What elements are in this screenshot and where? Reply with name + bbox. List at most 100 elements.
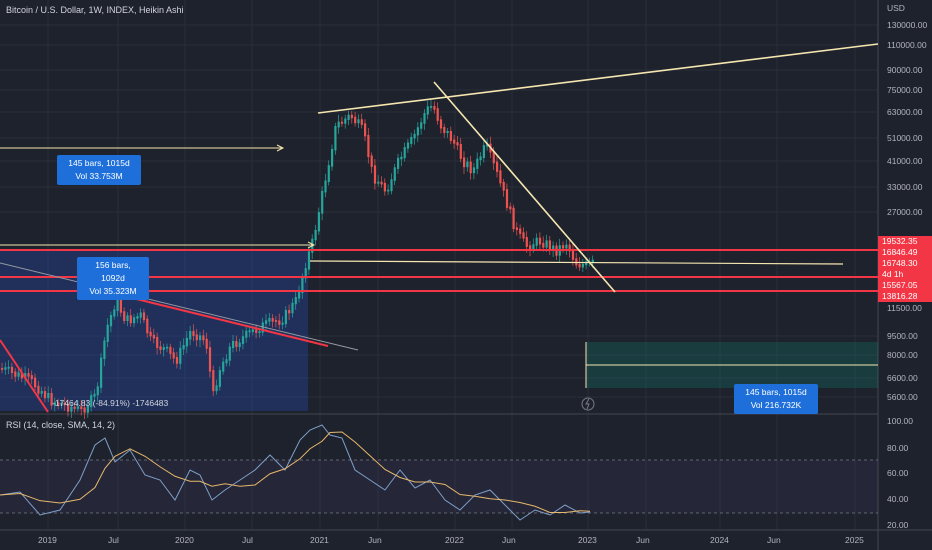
time-axis-tick: 2020 (175, 535, 194, 545)
candle-body (364, 123, 367, 137)
candle-body (47, 392, 50, 399)
candle-body (265, 320, 268, 324)
candle-body (20, 372, 23, 379)
candle-body (24, 373, 27, 379)
price-tag: 15567.05 (878, 280, 932, 291)
candle-body (334, 125, 337, 151)
cream-arrow-head-1 (276, 144, 285, 152)
rsi-band (0, 460, 878, 513)
candle-body (93, 393, 96, 397)
candle-body (360, 119, 363, 125)
candle-body (519, 228, 522, 234)
candle-body (317, 212, 320, 232)
candle-body (581, 263, 584, 268)
candle-body (423, 113, 426, 124)
candle-body (67, 403, 70, 412)
candle-body (274, 320, 278, 322)
lightning-icon[interactable] (581, 397, 595, 411)
candle-body (298, 291, 301, 299)
time-axis-tick: Jul (108, 535, 119, 545)
red-trend-line-1[interactable] (107, 291, 329, 347)
time-axis-tick: Jun (636, 535, 650, 545)
upper-trend-line[interactable] (317, 43, 879, 114)
candle-body (172, 352, 175, 359)
rsi-axis-tick: 20.00 (887, 520, 909, 530)
candle-body (232, 340, 235, 349)
candle-body (410, 136, 413, 144)
candle-body (4, 367, 7, 370)
red-trend-line-2[interactable] (0, 339, 49, 413)
candle-body (133, 317, 136, 324)
candle-body (169, 346, 172, 354)
measure-info-box-2[interactable]: 156 bars, 1092d Vol 35.323M (77, 257, 149, 300)
descending-trend-line[interactable] (433, 81, 616, 293)
candle-body (525, 237, 528, 247)
candle-body (416, 127, 419, 136)
candle-body (63, 402, 66, 406)
price-axis-tick: 110000.00 (887, 40, 927, 50)
candle-body (301, 276, 304, 294)
candle-body (189, 330, 192, 340)
measure-bars-label: 145 bars, 1015d (745, 387, 807, 397)
candle-body (426, 106, 429, 115)
candle-body (433, 106, 436, 110)
candle-body (571, 249, 575, 260)
candle-body (294, 297, 297, 305)
candle-body (202, 335, 205, 341)
price-axis-tick: 8000.00 (887, 350, 918, 360)
time-axis-tick: Jul (242, 535, 253, 545)
candle-body (413, 133, 416, 139)
candle-body (436, 108, 439, 121)
candle-body (324, 180, 327, 193)
candle-body (10, 366, 14, 373)
candle-body (469, 161, 472, 174)
time-axis-tick: 2024 (710, 535, 729, 545)
candle-body (377, 181, 380, 184)
symbol-legend[interactable]: Bitcoin / U.S. Dollar, 1W, INDEX, Heikin… (6, 5, 184, 15)
candle-body (225, 359, 228, 364)
price-axis-tick: 90000.00 (887, 65, 923, 75)
candle-body (446, 130, 449, 134)
candle-body (278, 320, 281, 325)
candle-body (350, 114, 353, 119)
candle-body (449, 130, 452, 141)
candle-body (57, 402, 60, 406)
candle-body (76, 406, 80, 409)
price-tag: 16846.49 (878, 247, 932, 258)
price-axis-tick: 75000.00 (887, 85, 923, 95)
price-axis-tick: 5600.00 (887, 392, 918, 402)
rsi-axis-tick: 40.00 (887, 494, 909, 504)
candle-body (281, 322, 284, 325)
price-axis-tick: USD (887, 3, 905, 13)
candle-body (192, 330, 195, 336)
candle-body (548, 240, 551, 251)
candle-body (367, 134, 370, 158)
price-tag: 19532.35 (878, 236, 932, 247)
candle-body (222, 361, 225, 372)
candle-body (482, 145, 485, 158)
gray-trend-line[interactable] (0, 262, 359, 351)
candle-body (456, 142, 459, 146)
candle-body (175, 356, 179, 364)
candle-body (70, 406, 73, 412)
measure-info-box-3[interactable]: 145 bars, 1015d Vol 216.732K (734, 384, 818, 414)
candle-body (486, 143, 489, 147)
candle-body (347, 114, 350, 120)
candle-body (50, 392, 53, 406)
measure-volume-label: Vol 216.732K (750, 400, 802, 410)
candle-body (60, 402, 63, 406)
rsi-legend[interactable]: RSI (14, close, SMA, 14, 2) (6, 420, 116, 430)
candle-body (103, 340, 106, 360)
candle-body (390, 179, 393, 192)
price-axis-tick: 63000.00 (887, 107, 923, 117)
candle-body (492, 151, 495, 164)
horizontal-price-line[interactable] (309, 260, 844, 265)
candle-body (321, 190, 324, 214)
candle-body (271, 318, 274, 322)
candle-body (545, 240, 548, 248)
candle-body (96, 386, 99, 396)
candle-body (123, 311, 126, 322)
measure-info-box-1[interactable]: 145 bars, 1015d Vol 33.753M (57, 155, 141, 185)
